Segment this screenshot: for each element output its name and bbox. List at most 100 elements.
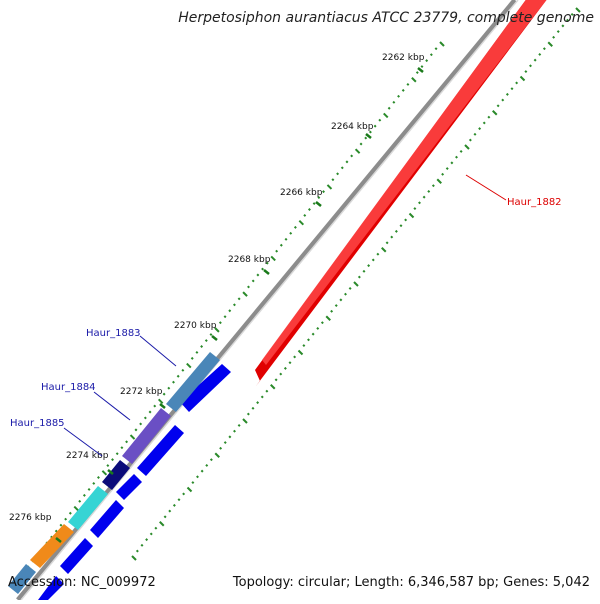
gc-dot xyxy=(204,339,208,342)
gc-dot xyxy=(172,380,175,384)
gc-dot xyxy=(397,94,401,98)
skew-dot xyxy=(408,212,415,219)
skew-dot xyxy=(529,64,532,68)
skew-dot xyxy=(191,481,195,484)
gc-dot xyxy=(322,190,325,194)
gc-dot xyxy=(111,458,114,462)
gc-dot xyxy=(326,184,333,190)
gc-dot xyxy=(406,82,410,86)
skew-dot xyxy=(464,144,470,150)
skew-dot xyxy=(422,195,426,199)
gene-block[interactable] xyxy=(30,524,74,568)
gc-dot xyxy=(415,71,419,74)
tick-mark xyxy=(263,269,270,275)
gene-block[interactable] xyxy=(8,564,36,594)
gc-dot xyxy=(228,309,232,313)
skew-dot xyxy=(418,201,421,205)
gc-dot xyxy=(265,261,269,265)
skew-dot xyxy=(325,315,331,321)
skew-dot xyxy=(450,161,454,165)
gc-content-track xyxy=(17,7,581,583)
tick-mark xyxy=(107,469,114,475)
skew-dot xyxy=(468,138,472,142)
gc-dot xyxy=(270,255,276,262)
gene-haur-1884-block[interactable] xyxy=(122,408,171,464)
skew-dot xyxy=(524,70,528,73)
cds-arrow[interactable] xyxy=(137,425,184,476)
skew-dot xyxy=(131,555,137,561)
gc-dot xyxy=(279,243,283,247)
skew-dot xyxy=(209,458,213,462)
skew-dot xyxy=(570,13,574,16)
gc-dot xyxy=(364,136,368,140)
skew-dot xyxy=(223,441,227,445)
skew-dot xyxy=(482,121,486,125)
gene-label-haur-1885[interactable]: Haur_1885 xyxy=(10,418,65,429)
tick-label: 2276 kbp xyxy=(9,513,52,523)
gc-dot xyxy=(256,273,260,277)
gc-dot xyxy=(82,493,86,497)
cds-arrow[interactable] xyxy=(180,364,231,412)
gene-block[interactable] xyxy=(68,486,108,530)
skew-dot xyxy=(538,52,542,56)
gene-haur-1882-shade xyxy=(262,0,547,365)
gc-dot xyxy=(129,434,136,440)
gc-dot xyxy=(54,529,58,533)
skew-dot xyxy=(455,155,458,159)
gc-dot xyxy=(139,422,143,426)
gene-label-haur-1883[interactable]: Haur_1883 xyxy=(86,328,141,339)
skew-dot xyxy=(233,429,236,433)
skew-dot xyxy=(473,132,477,136)
tick-mark xyxy=(211,335,218,341)
cds-arrow[interactable] xyxy=(38,576,64,600)
cds-arrow[interactable] xyxy=(60,538,93,574)
cds-arrow[interactable] xyxy=(90,500,124,538)
skew-dot xyxy=(237,424,241,427)
gene-haur-1885-block[interactable] xyxy=(102,460,130,490)
gc-dot xyxy=(439,41,445,47)
gc-dot xyxy=(214,327,220,333)
skew-dot xyxy=(159,521,165,527)
gc-dot xyxy=(200,345,204,348)
gc-dot xyxy=(247,285,250,289)
gc-dot xyxy=(134,428,138,432)
cds-arrow[interactable] xyxy=(116,474,142,500)
skew-dot xyxy=(566,18,569,22)
tick-mark xyxy=(159,403,166,409)
gc-dot xyxy=(420,65,424,69)
skew-dot xyxy=(311,332,315,336)
gc-dot xyxy=(261,267,265,271)
gc-dot xyxy=(251,279,255,283)
skew-dot xyxy=(145,538,149,542)
skew-dot xyxy=(431,184,435,188)
skew-dot xyxy=(256,401,260,405)
scale-ticks: 2262 kbp 2264 kbp 2266 kbp 2268 kbp 2270 kbp… xyxy=(9,53,425,543)
skew-dot xyxy=(339,298,343,302)
skew-dot xyxy=(265,389,269,393)
gene-haur-1882-arrow[interactable] xyxy=(255,0,548,386)
gene-label-haur-1882[interactable]: Haur_1882 xyxy=(507,197,562,208)
skew-dot xyxy=(293,355,297,359)
skew-dot xyxy=(552,35,556,39)
skew-dot xyxy=(135,549,139,553)
gc-dot xyxy=(340,166,344,170)
gc-dot xyxy=(232,303,236,307)
genome-backbone-highlight xyxy=(20,0,519,601)
skew-dot xyxy=(140,543,144,547)
gene-label-haur-1884[interactable]: Haur_1884 xyxy=(41,382,96,393)
gc-dot xyxy=(378,118,382,122)
gc-dot xyxy=(162,392,166,396)
skew-dot xyxy=(542,47,546,51)
gene-haur-1883-block[interactable] xyxy=(166,352,220,412)
skew-dot xyxy=(279,372,283,376)
gc-dot xyxy=(368,130,372,134)
skew-dot xyxy=(186,486,193,493)
tick-label: 2262 kbp xyxy=(382,53,425,63)
skew-dot xyxy=(367,264,371,268)
gc-dot xyxy=(237,297,241,301)
skew-dot xyxy=(357,275,361,279)
gc-dot xyxy=(434,47,438,51)
gc-dot xyxy=(176,374,180,378)
